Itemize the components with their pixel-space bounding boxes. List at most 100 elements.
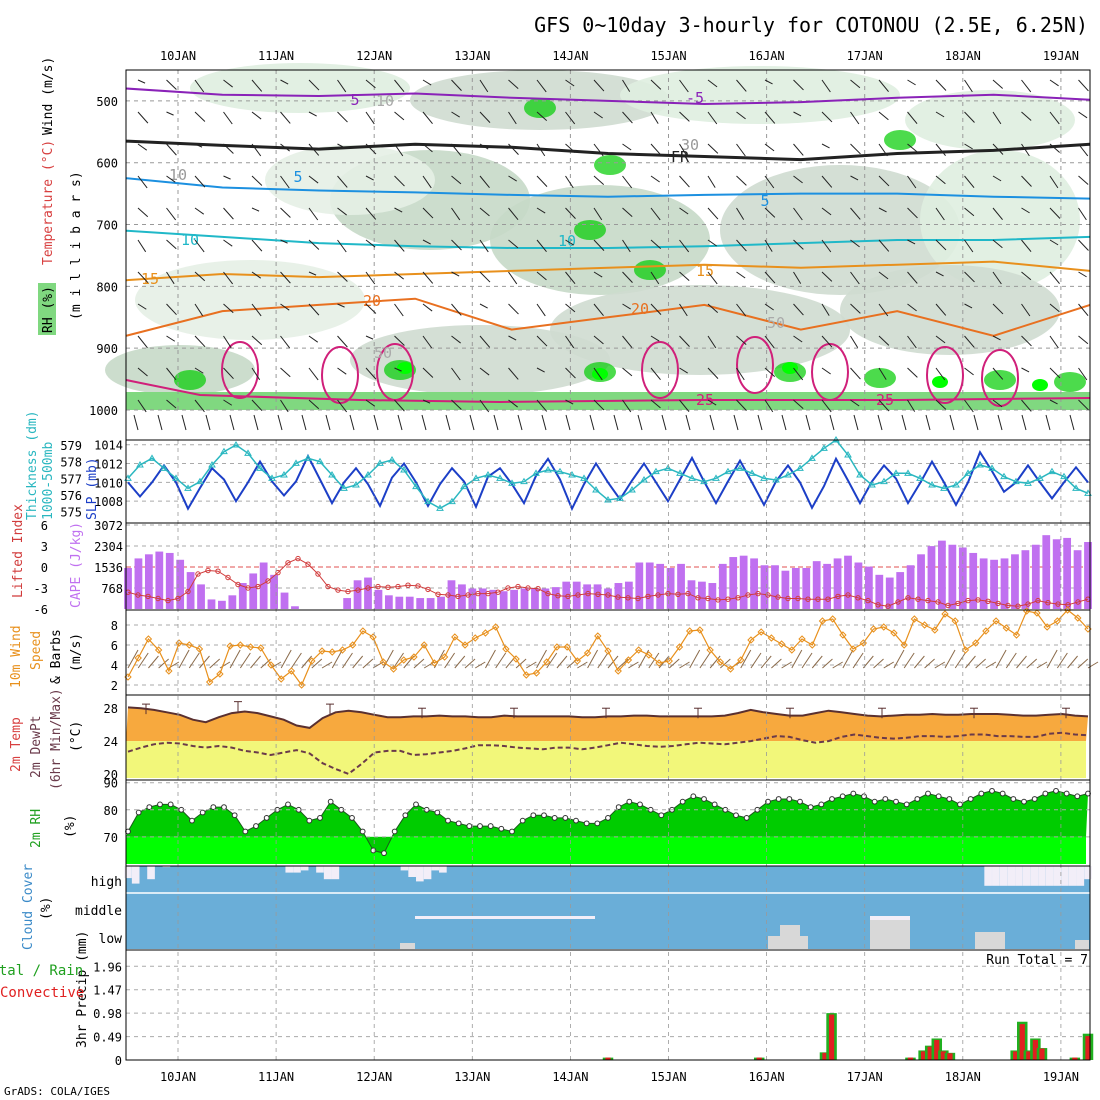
rh-point (946, 796, 953, 802)
wind-barb (565, 399, 574, 405)
wind-barb-10m (781, 661, 792, 669)
wind-barb-10m (219, 661, 231, 669)
date-label-top: 12JAN (356, 49, 392, 63)
panel-frame (125, 609, 1091, 696)
wind-barb (251, 367, 261, 381)
wind-speed-point (961, 646, 970, 654)
wind-barb (878, 367, 887, 380)
wind-barb-10m (934, 661, 946, 669)
wind-barb (707, 303, 719, 314)
wind-barb (679, 399, 690, 413)
wind-barb (308, 335, 319, 343)
wind-barb (541, 414, 547, 431)
wind-barb (365, 303, 377, 314)
profile-ylabel-temp: Temperature (°C) (41, 140, 56, 265)
wind-barb (479, 79, 489, 93)
cloud-high-bar (1061, 866, 1069, 886)
wind-barb (964, 239, 974, 253)
cape-bar (844, 555, 852, 609)
li-point (255, 583, 261, 590)
rh-point (999, 790, 1006, 797)
wind-barb (1078, 143, 1089, 157)
wind-barb (194, 207, 205, 215)
wind-barb (992, 79, 1003, 89)
wind-barb (1049, 207, 1061, 219)
thickness-point (580, 474, 588, 481)
wind-barb (469, 414, 475, 431)
cape-bar (781, 570, 790, 609)
li-point (415, 583, 421, 589)
cape-bar (176, 559, 185, 609)
slp-ytick: 1014 (94, 439, 123, 453)
wind-barb (137, 79, 146, 84)
wind-barb (157, 414, 163, 431)
thickness-ylabel2: Thickness (dm) (25, 410, 40, 520)
rh-legend-swatch (38, 283, 56, 335)
wind-barb (707, 399, 717, 406)
wind-barb (764, 367, 776, 378)
wind-barb (308, 143, 320, 156)
rh-point (605, 815, 611, 821)
li-ytick: -3 (34, 582, 48, 596)
thickness-point (640, 476, 648, 483)
cape-ylabel: CAPE (J/kg) (69, 522, 84, 608)
rh-point (541, 812, 547, 819)
wind-speed-point (859, 639, 868, 647)
wind-barb (421, 414, 427, 431)
rh-point (445, 817, 451, 824)
cloud-low-bar (975, 932, 1005, 949)
wind-barb (251, 207, 260, 212)
wind-barb (793, 399, 804, 410)
wind-speed-point (205, 678, 214, 686)
wind-barb (622, 303, 631, 310)
wind-barb (622, 271, 633, 283)
wind-speed-point (880, 623, 888, 631)
wind-barb (736, 239, 747, 252)
cape-bar (583, 584, 592, 609)
wind-barb (479, 207, 490, 217)
wind-barb (878, 207, 887, 213)
wind-barb-10m (771, 658, 782, 669)
rh-point (199, 809, 206, 816)
thickness-point (796, 464, 804, 471)
rh-point (957, 801, 963, 808)
wind-barb (764, 399, 774, 413)
cape-bar (750, 558, 758, 609)
precip-convective-bar (828, 1014, 835, 1060)
wind-barb (308, 271, 317, 276)
precip-convective-bar (920, 1051, 927, 1060)
wind-barb (517, 414, 523, 431)
wind-speed-point (553, 643, 561, 651)
isotherm-25 (125, 379, 1091, 404)
wind-barb (707, 111, 718, 125)
humidity-core-bright (397, 362, 413, 374)
cloud-high-bar (147, 866, 155, 880)
wind-barb-10m (822, 658, 833, 669)
wind-barb (764, 303, 774, 311)
cape-bar (270, 574, 278, 609)
wind-barb (137, 335, 148, 349)
wind-barb (850, 303, 861, 314)
rh-point (775, 796, 782, 802)
wind-speed-point (737, 656, 745, 664)
rh-point (498, 825, 505, 832)
wind-barb (166, 239, 177, 250)
cape-bar (551, 587, 560, 609)
wind-barb-10m (699, 652, 711, 669)
thickness-point (868, 481, 876, 488)
li-point (225, 574, 231, 581)
wind-barb (764, 111, 776, 124)
thickness-point (784, 471, 792, 478)
wind-barb-10m (617, 658, 629, 669)
wind-barb-10m (454, 655, 466, 669)
wind-barb (757, 414, 763, 431)
wind-barb (736, 111, 746, 120)
thickness-point (400, 466, 408, 473)
wind-barb (394, 367, 402, 372)
wind-barb (337, 79, 347, 93)
wind-barb (593, 111, 603, 119)
wind-barb (493, 414, 499, 431)
thickness-point (532, 469, 540, 476)
wind-barb (1045, 414, 1051, 431)
wind-barb (394, 143, 404, 157)
